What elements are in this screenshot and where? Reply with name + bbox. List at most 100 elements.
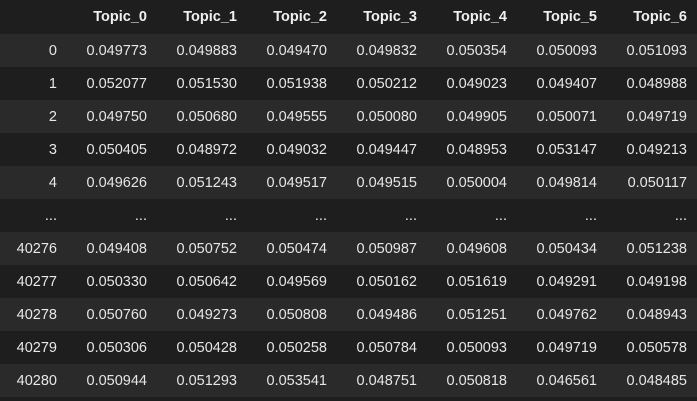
table-cell: 0.050330 (86, 273, 147, 290)
table-cell: 0.050784 (356, 339, 417, 356)
table-cell: 0.050944 (86, 372, 147, 389)
row-index: 2 (48, 108, 57, 125)
table-cell: ... (134, 207, 147, 224)
table-cell: 0.046561 (536, 372, 597, 389)
table-cell: 0.049555 (266, 108, 327, 125)
table-cell: 0.050642 (176, 273, 237, 290)
index-header (0, 0, 67, 34)
table-cell: 0.049213 (626, 141, 687, 158)
table-cell: 0.053541 (266, 372, 327, 389)
table-cell: 0.051938 (266, 75, 327, 92)
table-cell: 0.050405 (86, 141, 147, 158)
table-cell: 0.053147 (536, 141, 597, 158)
table-cell: 0.049447 (356, 141, 417, 158)
table-cell: 0.049832 (356, 42, 417, 59)
table-cell: 0.048988 (626, 75, 687, 92)
table-cell: ... (494, 207, 507, 224)
table-cell: 0.049515 (356, 174, 417, 191)
table-cell: 0.050808 (266, 306, 327, 323)
table-row: 40278 0.050760 0.049273 0.050808 0.049486 0.0… (0, 298, 697, 331)
table-row: 40280 0.050944 0.051293 0.053541 0.048751 0.0… (0, 364, 697, 397)
table-cell: 0.051619 (446, 273, 507, 290)
table-cell: ... (674, 207, 687, 224)
table-cell: 0.050093 (446, 339, 507, 356)
row-index: ... (44, 207, 57, 224)
table-cell: 0.050752 (176, 240, 237, 257)
table-cell: ... (314, 207, 327, 224)
table-cell: 0.050428 (176, 339, 237, 356)
table-cell: ... (224, 207, 237, 224)
table-cell: 0.048953 (446, 141, 507, 158)
table-cell: 0.049470 (266, 42, 327, 59)
table-cell: 0.049905 (446, 108, 507, 125)
table-cell: 0.050760 (86, 306, 147, 323)
table-body: 0 0.049773 0.049883 0.049470 0.049832 0.05035… (0, 34, 697, 397)
row-index: 40276 (16, 240, 57, 257)
row-index: 1 (48, 75, 57, 92)
table-row: 3 0.050405 0.048972 0.049032 0.049447 0.04895… (0, 133, 697, 166)
table-cell: 0.050093 (536, 42, 597, 59)
table-cell: 0.051530 (176, 75, 237, 92)
table-cell: 0.051293 (176, 372, 237, 389)
table-cell: 0.049773 (86, 42, 147, 59)
table-cell: 0.050680 (176, 108, 237, 125)
table-row: 2 0.049750 0.050680 0.049555 0.050080 0.04990… (0, 100, 697, 133)
table-cell: 0.049608 (446, 240, 507, 257)
table-cell: 0.050080 (356, 108, 417, 125)
table-cell: 0.050004 (446, 174, 507, 191)
table-cell: 0.049762 (536, 306, 597, 323)
table-cell: 0.050818 (446, 372, 507, 389)
table-cell: 0.049407 (536, 75, 597, 92)
table-cell: ... (584, 207, 597, 224)
row-index: 40278 (16, 306, 57, 323)
table-cell: 0.050212 (356, 75, 417, 92)
table-cell: 0.050306 (86, 339, 147, 356)
header-row: Topic_0 Topic_1 Topic_2 Topic_3 Topic_4 Topic… (0, 0, 697, 34)
ellipsis-row: ........................ (0, 199, 697, 232)
table-cell: 0.050258 (266, 339, 327, 356)
table-row: 40276 0.049408 0.050752 0.050474 0.050987 0.0… (0, 232, 697, 265)
column-header-topic-4: Topic_4 (427, 0, 517, 34)
table-header: Topic_0 Topic_1 Topic_2 Topic_3 Topic_4 Topic… (0, 0, 697, 34)
table-cell: ... (404, 207, 417, 224)
table-cell: 0.050987 (356, 240, 417, 257)
table-cell: 0.051243 (176, 174, 237, 191)
row-index: 40277 (16, 273, 57, 290)
table-cell: 0.050117 (627, 174, 687, 191)
column-header-topic-6: Topic_6 (607, 0, 697, 34)
column-header-topic-1: Topic_1 (157, 0, 247, 34)
table-cell: 0.049198 (626, 273, 687, 290)
column-header-topic-2: Topic_2 (247, 0, 337, 34)
table-cell: 0.051238 (626, 240, 687, 257)
table-row: 40277 0.050330 0.050642 0.049569 0.050162 0.0… (0, 265, 697, 298)
table-cell: 0.050434 (536, 240, 597, 257)
table-cell: 0.049719 (536, 339, 597, 356)
row-index: 0 (48, 42, 57, 59)
table-cell: 0.048751 (356, 372, 417, 389)
column-header-topic-5: Topic_5 (517, 0, 607, 34)
column-header-topic-0: Topic_0 (67, 0, 157, 34)
table-cell: 0.049626 (86, 174, 147, 191)
table-cell: 0.050071 (536, 108, 597, 125)
table-cell: 0.051093 (626, 42, 687, 59)
table-cell: 0.049291 (536, 273, 597, 290)
table-cell: 0.049719 (626, 108, 687, 125)
table-cell: 0.049883 (176, 42, 237, 59)
table-cell: 0.049750 (86, 108, 147, 125)
row-index: 3 (48, 141, 57, 158)
table-cell: 0.050162 (356, 273, 417, 290)
table-cell: 0.050474 (266, 240, 327, 257)
table-cell: 0.049486 (356, 306, 417, 323)
table-cell: 0.049023 (446, 75, 507, 92)
table-cell: 0.049032 (266, 141, 327, 158)
column-header-topic-3: Topic_3 (337, 0, 427, 34)
table-cell: 0.049814 (536, 174, 597, 191)
table-cell: 0.048972 (176, 141, 237, 158)
table-cell: 0.048485 (626, 372, 687, 389)
table-row: 4 0.049626 0.051243 0.049517 0.049515 0.05000… (0, 166, 697, 199)
table-row: 40279 0.050306 0.050428 0.050258 0.050784 0.0… (0, 331, 697, 364)
table-row: 1 0.052077 0.051530 0.051938 0.050212 0.04902… (0, 67, 697, 100)
table-cell: 0.050354 (446, 42, 507, 59)
